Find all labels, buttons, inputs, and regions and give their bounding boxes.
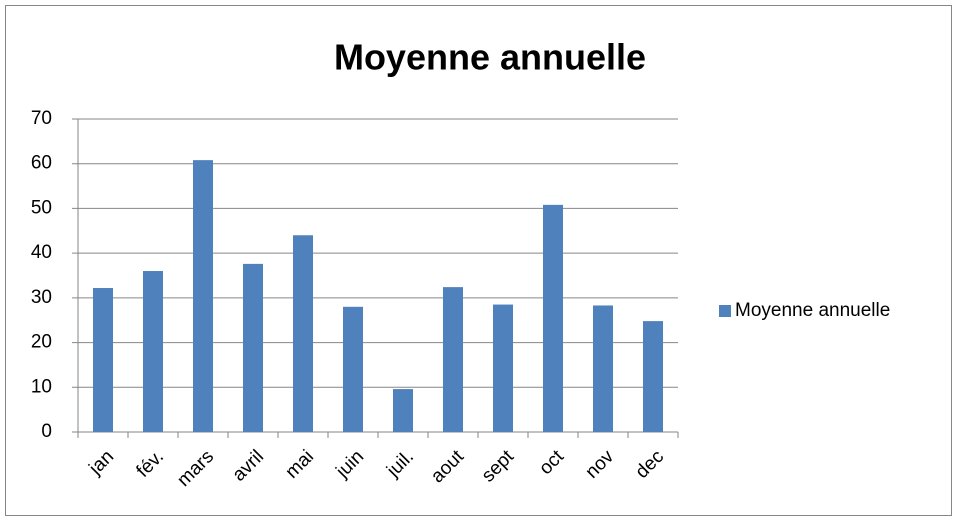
y-tick-label: 20 [31,332,52,353]
bar [393,389,413,432]
bar [193,160,213,432]
bar [93,288,113,432]
legend-label: Moyenne annuelle [735,300,890,321]
y-tick-label: 40 [31,242,52,263]
legend-swatch [719,305,731,317]
bar [643,321,663,432]
bar [293,235,313,432]
y-tick-label: 10 [31,376,52,397]
chart-frame [5,5,952,516]
bar [443,287,463,432]
y-tick-label: 30 [31,287,52,308]
bar [593,305,613,432]
bar [343,306,363,432]
bar [143,271,163,432]
y-tick-label: 60 [31,153,52,174]
bar [493,304,513,432]
chart-title: Moyenne annuelle [334,37,646,78]
y-tick-label: 50 [31,197,52,218]
y-tick-label: 0 [41,421,52,442]
y-tick-label: 70 [31,108,52,129]
bar [243,263,263,432]
bar [543,204,563,432]
